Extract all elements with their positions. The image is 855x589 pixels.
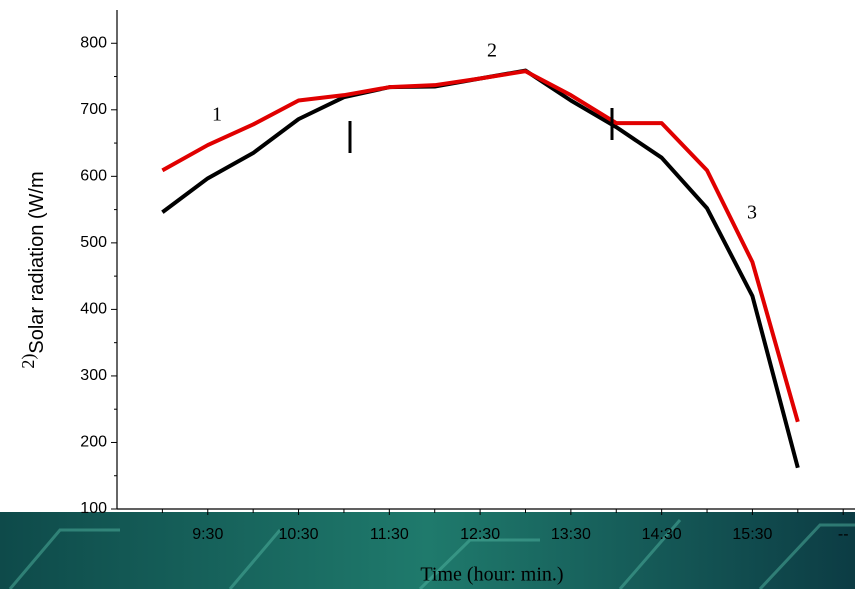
y-tick-label: 800: [80, 34, 107, 51]
y-axis-title-text: Solar radiation (W/m: [26, 171, 48, 353]
y-tick-label: 100: [80, 500, 107, 517]
y-axis-title-prefix: 2): [18, 354, 39, 369]
x-tick-label: 11:30: [370, 526, 409, 543]
y-tick-label: 400: [80, 301, 107, 318]
y-tick-label: 700: [80, 101, 107, 118]
x-tick-label: 9:30: [192, 526, 223, 543]
series-line: [162, 71, 797, 422]
annotation: 1: [212, 104, 222, 126]
x-tick-label: 13:30: [551, 526, 591, 543]
y-tick-label: 600: [80, 168, 107, 185]
annotation: 3: [747, 202, 757, 224]
chart: 2)Solar radiation (W/m Time (hour: min.)…: [0, 0, 855, 589]
series-line: [162, 71, 797, 468]
x-tick-label: 14:30: [642, 526, 682, 543]
x-axis-title: Time (hour: min.): [420, 564, 563, 586]
x-tick-label: 10:30: [279, 526, 319, 543]
y-tick-label: 200: [80, 434, 107, 451]
x-tick-label: 15:30: [732, 526, 772, 543]
x-tick-label: 12:30: [460, 526, 500, 543]
y-tick-label: 500: [80, 234, 107, 251]
x-tick-label: --: [838, 526, 849, 543]
annotation: 2: [487, 40, 497, 62]
y-tick-label: 300: [80, 367, 107, 384]
y-axis-title: 2)Solar radiation (W/m: [18, 171, 48, 368]
